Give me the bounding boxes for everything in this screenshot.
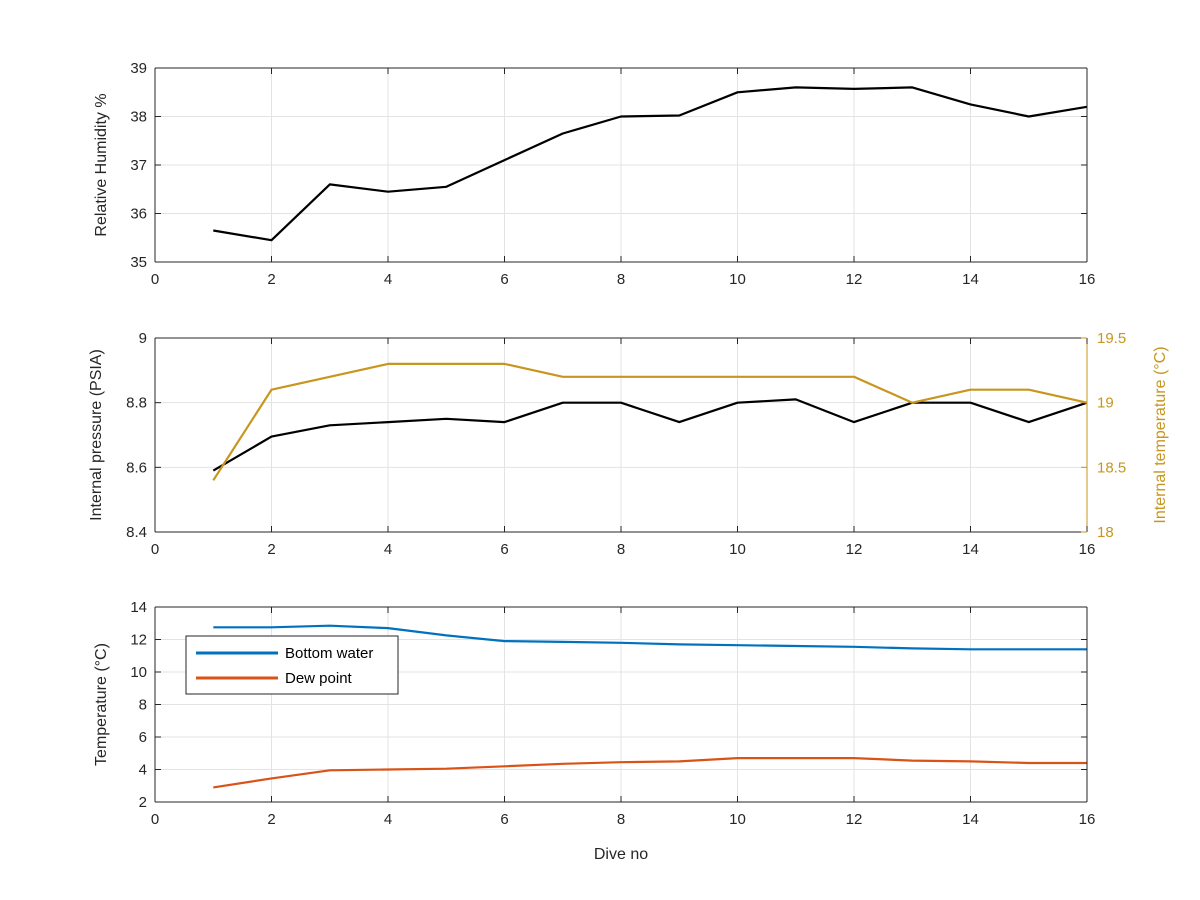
x-tick-label: 2 <box>267 271 275 288</box>
y-axis-label: Temperature (°C) <box>93 643 110 766</box>
x-tick-label: 8 <box>617 271 625 288</box>
y-tick-label: 8.4 <box>126 524 147 541</box>
x-axis-label: Dive no <box>594 846 648 863</box>
series-0-line <box>212 398 1088 472</box>
x-tick-label: 16 <box>1079 541 1096 558</box>
bottom-water-line <box>213 624 1087 651</box>
x-tick-label: 10 <box>729 271 746 288</box>
y-tick-label: 10 <box>130 664 147 681</box>
x-tick-label: 16 <box>1079 271 1096 288</box>
y-tick-label: 2 <box>139 794 147 811</box>
x-tick-label: 14 <box>962 541 979 558</box>
x-tick-label: 10 <box>729 811 746 828</box>
x-tick-label: 14 <box>962 271 979 288</box>
x-tick-label: 6 <box>500 541 508 558</box>
y-tick-label: 4 <box>139 762 147 779</box>
y-tick-label: 6 <box>139 729 147 746</box>
series-1-line <box>212 362 1088 481</box>
y-tick-label: 39 <box>130 60 147 77</box>
y-tick-label: 12 <box>130 632 147 649</box>
y-tick-label: 8 <box>139 697 147 714</box>
x-tick-label: 14 <box>962 811 979 828</box>
x-tick-label: 0 <box>151 541 159 558</box>
y-tick-label: 8.8 <box>126 395 147 412</box>
legend-label: Bottom water <box>285 645 373 662</box>
x-tick-label: 16 <box>1079 811 1096 828</box>
humidity-subplot: 0 2 4 6 8 10 12 14 16 35 36 37 38 39 Relative Humidity… <box>93 60 1095 288</box>
x-tick-label: 8 <box>617 541 625 558</box>
right-y-axis-label: Internal temperature (°C) <box>1152 346 1169 523</box>
x-tick-label: 0 <box>151 811 159 828</box>
right-y-tick-label: 18 <box>1097 524 1114 541</box>
right-y-tick-label: 19 <box>1097 395 1114 412</box>
x-tick-label: 4 <box>384 541 392 558</box>
series-0-line <box>213 86 1088 242</box>
x-tick-label: 12 <box>846 541 863 558</box>
x-tick-label: 6 <box>500 271 508 288</box>
y-tick-label: 36 <box>130 206 147 223</box>
y-axis-label: Relative Humidity % <box>93 93 110 236</box>
x-tick-label: 8 <box>617 811 625 828</box>
pressure-temperature-subplot: 0 2 4 6 8 10 12 14 16 8.4 8.6 8.8 9 18 18.5 19 19.5 Inter… <box>88 330 1169 558</box>
x-tick-label: 4 <box>384 271 392 288</box>
y-tick-label: 9 <box>139 330 147 347</box>
x-tick-label: 12 <box>846 811 863 828</box>
y-axis-label: Internal pressure (PSIA) <box>88 349 105 521</box>
legend: Bottom water Dew point <box>185 635 399 695</box>
y-tick-label: 8.6 <box>126 459 147 476</box>
right-y-tick-label: 19.5 <box>1097 330 1126 347</box>
right-y-tick-label: 18.5 <box>1097 459 1126 476</box>
y-tick-label: 35 <box>130 254 147 271</box>
dew-point-line <box>213 756 1087 789</box>
x-tick-label: 6 <box>500 811 508 828</box>
y-tick-label: 14 <box>130 599 147 616</box>
y-tick-label: 38 <box>130 109 147 126</box>
x-tick-label: 12 <box>846 271 863 288</box>
x-tick-label: 0 <box>151 271 159 288</box>
x-tick-label: 2 <box>267 541 275 558</box>
x-tick-label: 2 <box>267 811 275 828</box>
legend-label: Dew point <box>285 670 353 687</box>
x-tick-label: 10 <box>729 541 746 558</box>
legend-box <box>185 635 399 695</box>
y-tick-label: 37 <box>130 157 147 174</box>
x-tick-label: 4 <box>384 811 392 828</box>
